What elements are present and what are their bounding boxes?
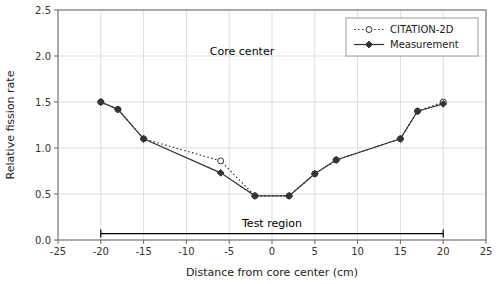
legend-marker (366, 27, 372, 33)
y-grid-line (58, 194, 486, 195)
y-tick-label: 0.0 (35, 235, 51, 246)
x-tick-label: -5 (224, 246, 234, 257)
point (440, 100, 447, 107)
plot-frame (58, 10, 486, 240)
grid (58, 10, 486, 240)
series (98, 99, 446, 199)
x-tick-label: 0 (269, 246, 275, 257)
point (311, 170, 318, 177)
x-tick-label: -15 (135, 246, 151, 257)
x-tick-label: -20 (93, 246, 109, 257)
x-tick (314, 240, 315, 244)
x-tick (100, 240, 101, 244)
y-axis-label: Relative fission rate (4, 70, 17, 179)
x-tick (229, 240, 230, 244)
x-axis-label: Distance from core center (cm) (186, 266, 358, 279)
x-grid-line (100, 10, 101, 240)
region-end (100, 230, 101, 238)
axes: -25 -20 -15 -10 -5 0 5 10 15 20 25 0.0 0.5 1.0 1.5 2.0 2… (35, 5, 492, 258)
x-tick (443, 240, 444, 244)
point (97, 99, 104, 106)
point (140, 135, 147, 142)
y-tick (54, 10, 58, 11)
point (217, 169, 224, 176)
annotation: Core center (210, 45, 275, 58)
annotations: Core center Test region (101, 45, 443, 237)
x-tick (58, 240, 59, 244)
x-tick (400, 240, 401, 244)
x-tick-label: 10 (351, 246, 364, 257)
region-end (443, 230, 444, 238)
legend: CITATION-2D Measurement (346, 18, 478, 56)
x-tick-label: 15 (394, 246, 407, 257)
point (218, 158, 224, 164)
legend-box (346, 18, 478, 56)
series-line (101, 102, 443, 196)
point (397, 136, 403, 142)
y-grid-line (58, 102, 486, 103)
y-tick-label: 1.0 (35, 143, 51, 154)
x-tick-label: 5 (312, 246, 318, 257)
series-line (101, 102, 443, 196)
region-line (101, 233, 443, 234)
point (414, 108, 421, 115)
y-tick-label: 1.5 (35, 97, 51, 108)
point (397, 135, 404, 142)
y-tick-label: 2.0 (35, 51, 51, 62)
x-tick-label: 20 (437, 246, 450, 257)
legend-label: Measurement (390, 39, 459, 50)
plot-data (97, 99, 446, 200)
x-tick (143, 240, 144, 244)
x-tick (186, 240, 187, 244)
x-tick (357, 240, 358, 244)
y-tick (54, 240, 58, 241)
x-grid-line (143, 10, 144, 240)
point (98, 99, 104, 105)
point (251, 192, 258, 199)
series (97, 99, 446, 200)
point (286, 192, 293, 199)
y-tick (54, 56, 58, 57)
point (333, 157, 339, 163)
x-tick (486, 240, 487, 244)
point (415, 108, 421, 114)
x-grid-line (186, 10, 187, 240)
x-tick-label: -25 (50, 246, 66, 257)
y-tick-label: 0.5 (35, 189, 51, 200)
x-tick (272, 240, 273, 244)
point (115, 106, 122, 113)
chart: -25 -20 -15 -10 -5 0 5 10 15 20 25 0.0 0.5 1.0 1.5 2.0 2… (0, 0, 500, 284)
x-grid-line (314, 10, 315, 240)
legend-marker (366, 41, 373, 48)
y-tick-label: 2.5 (35, 5, 51, 16)
y-tick (54, 148, 58, 149)
x-tick-label: 25 (480, 246, 493, 257)
x-tick-label: -10 (178, 246, 194, 257)
y-tick (54, 194, 58, 195)
y-grid-line (58, 148, 486, 149)
point (333, 157, 340, 164)
annotation: Test region (241, 217, 302, 230)
y-tick (54, 102, 58, 103)
legend-label: CITATION-2D (390, 24, 454, 35)
